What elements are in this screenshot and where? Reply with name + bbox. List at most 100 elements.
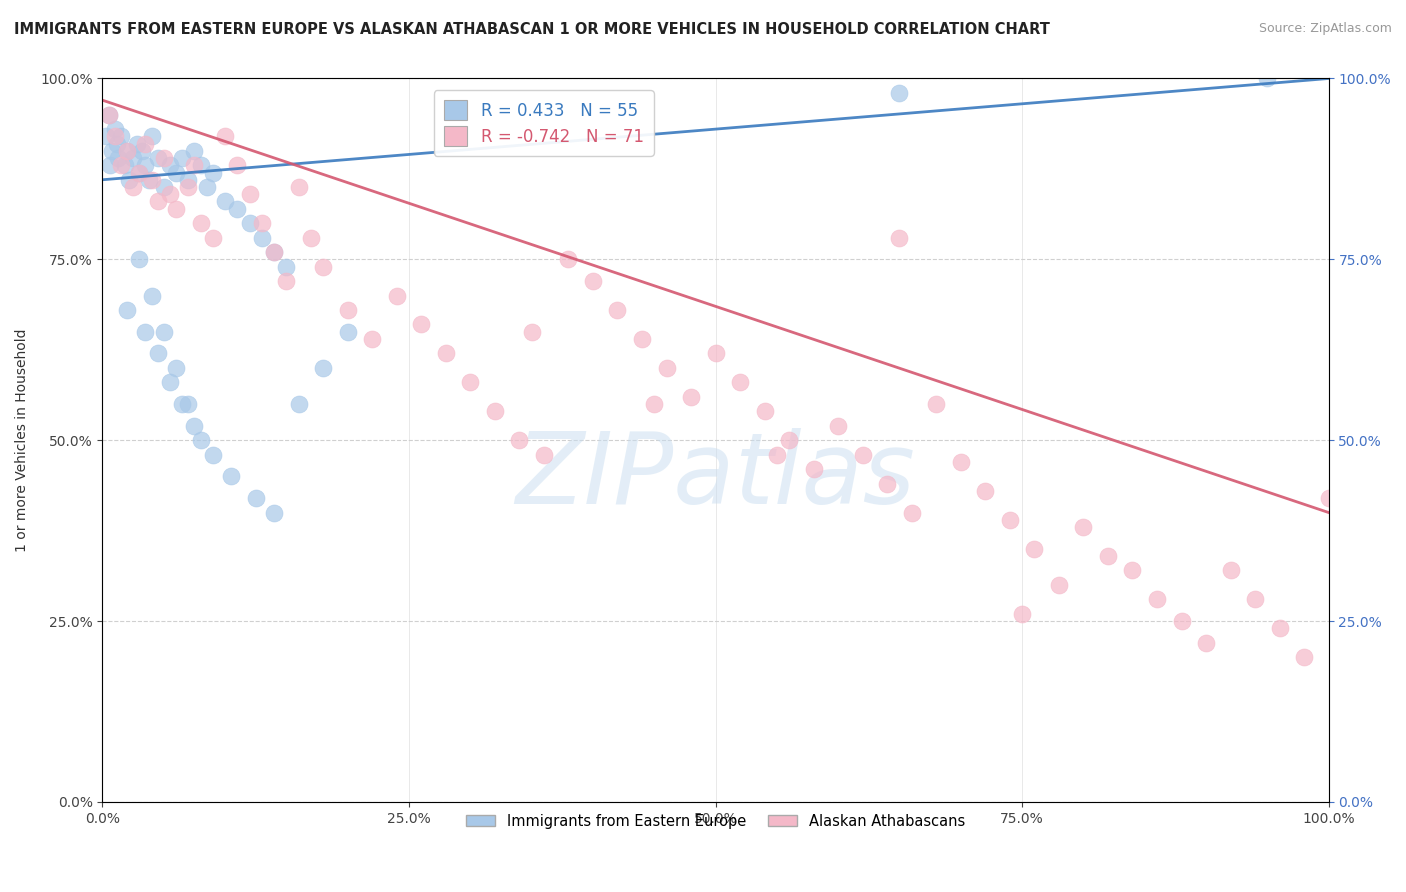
Point — [152, 325, 174, 339]
Point — [1047, 578, 1070, 592]
Legend: Immigrants from Eastern Europe, Alaskan Athabascans: Immigrants from Eastern Europe, Alaskan … — [460, 808, 972, 834]
Point — [146, 151, 169, 165]
Point — [606, 303, 628, 318]
Point — [900, 506, 922, 520]
Point — [245, 491, 267, 505]
Point — [1024, 541, 1046, 556]
Point — [115, 144, 138, 158]
Point — [152, 151, 174, 165]
Point — [172, 151, 194, 165]
Point — [141, 129, 163, 144]
Point — [141, 288, 163, 302]
Point — [484, 404, 506, 418]
Point — [128, 252, 150, 267]
Point — [1268, 621, 1291, 635]
Point — [146, 194, 169, 209]
Point — [1097, 549, 1119, 563]
Point — [201, 448, 224, 462]
Point — [754, 404, 776, 418]
Point — [631, 332, 654, 346]
Point — [704, 346, 727, 360]
Point — [131, 144, 153, 158]
Point — [239, 187, 262, 202]
Point — [239, 216, 262, 230]
Point — [190, 216, 212, 230]
Point — [114, 158, 136, 172]
Point — [778, 433, 800, 447]
Point — [385, 288, 408, 302]
Point — [827, 418, 849, 433]
Point — [250, 216, 273, 230]
Point — [152, 180, 174, 194]
Y-axis label: 1 or more Vehicles in Household: 1 or more Vehicles in Household — [15, 328, 30, 552]
Point — [101, 144, 124, 158]
Point — [201, 165, 224, 179]
Point — [312, 260, 335, 274]
Point — [159, 187, 181, 202]
Point — [146, 346, 169, 360]
Point — [411, 318, 433, 332]
Point — [159, 158, 181, 172]
Point — [434, 346, 457, 360]
Point — [115, 303, 138, 318]
Point — [803, 462, 825, 476]
Point — [949, 455, 972, 469]
Point — [460, 376, 482, 390]
Point — [128, 165, 150, 179]
Point — [582, 274, 605, 288]
Point — [172, 397, 194, 411]
Point — [336, 303, 359, 318]
Point — [520, 325, 543, 339]
Point — [299, 230, 322, 244]
Point — [110, 158, 132, 172]
Point — [974, 483, 997, 498]
Point — [159, 376, 181, 390]
Point — [98, 158, 121, 172]
Point — [105, 136, 128, 151]
Point — [183, 144, 205, 158]
Point — [889, 230, 911, 244]
Point — [107, 151, 129, 165]
Point — [226, 158, 249, 172]
Point — [287, 180, 309, 194]
Point — [125, 136, 148, 151]
Point — [201, 230, 224, 244]
Point — [276, 274, 298, 288]
Point — [655, 360, 678, 375]
Point — [1073, 520, 1095, 534]
Point — [1256, 71, 1278, 86]
Point — [1011, 607, 1033, 621]
Point — [190, 433, 212, 447]
Point — [263, 245, 285, 260]
Point — [679, 390, 702, 404]
Point — [1146, 592, 1168, 607]
Point — [94, 129, 117, 144]
Point — [110, 129, 132, 144]
Point — [925, 397, 948, 411]
Point — [250, 230, 273, 244]
Point — [165, 360, 187, 375]
Point — [141, 173, 163, 187]
Point — [336, 325, 359, 339]
Point — [1317, 491, 1340, 505]
Point — [195, 180, 218, 194]
Point — [183, 158, 205, 172]
Point — [728, 376, 751, 390]
Point — [165, 165, 187, 179]
Point — [165, 202, 187, 216]
Point — [128, 165, 150, 179]
Point — [214, 194, 236, 209]
Point — [766, 448, 789, 462]
Text: IMMIGRANTS FROM EASTERN EUROPE VS ALASKAN ATHABASCAN 1 OR MORE VEHICLES IN HOUSE: IMMIGRANTS FROM EASTERN EUROPE VS ALASKA… — [14, 22, 1050, 37]
Point — [263, 506, 285, 520]
Point — [219, 469, 242, 483]
Point — [134, 325, 156, 339]
Point — [889, 86, 911, 100]
Point — [312, 360, 335, 375]
Point — [557, 252, 579, 267]
Point — [118, 173, 141, 187]
Point — [287, 397, 309, 411]
Point — [1244, 592, 1267, 607]
Point — [177, 173, 200, 187]
Point — [361, 332, 384, 346]
